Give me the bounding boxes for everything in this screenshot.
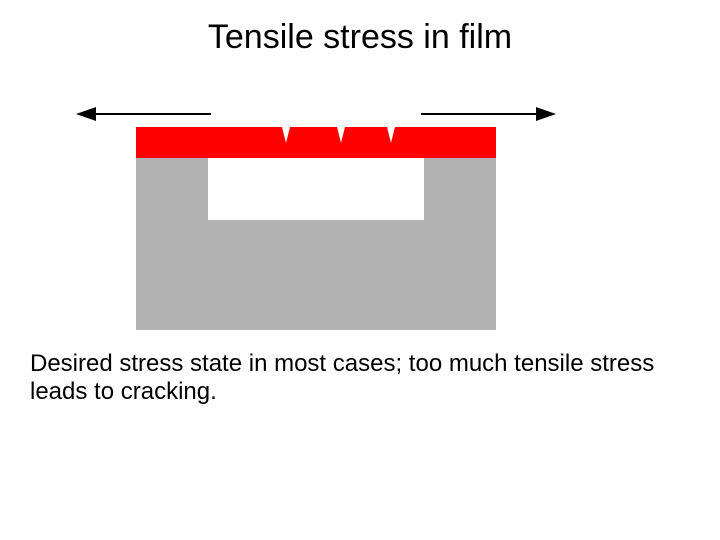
slide: Tensile stress in film Desired stress st… (0, 0, 720, 540)
slide-title: Tensile stress in film (0, 18, 720, 57)
film-crack-1 (282, 127, 290, 143)
tensile-stress-diagram (136, 90, 496, 330)
film-crack-3 (387, 127, 395, 143)
tension-arrow-right-line (421, 113, 536, 115)
slide-caption: Desired stress state in most cases; too … (30, 350, 690, 406)
tension-arrow-left-head (76, 107, 96, 121)
substrate-cavity (208, 158, 424, 220)
tension-arrow-right-head (536, 107, 556, 121)
film-crack-2 (337, 127, 345, 143)
tension-arrow-left-line (96, 113, 211, 115)
film-layer (136, 127, 496, 158)
